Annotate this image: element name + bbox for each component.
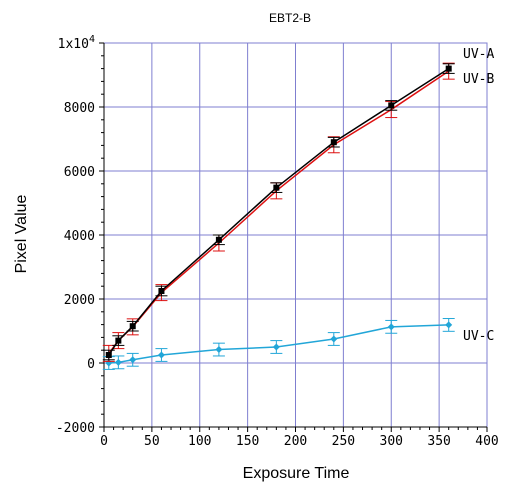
x-tick-label: 300 <box>380 434 403 449</box>
data-point <box>158 288 165 294</box>
data-point <box>387 323 395 331</box>
data-point <box>445 321 453 329</box>
series-line <box>108 67 450 356</box>
y-tick-label: 1x104 <box>58 34 95 52</box>
series-line <box>108 324 449 364</box>
data-point <box>388 102 395 109</box>
series-uv-b <box>102 62 455 362</box>
data-point <box>115 337 122 344</box>
series-line <box>108 70 450 354</box>
y-tick-label: 0 <box>87 357 95 372</box>
x-tick-label: 250 <box>332 434 355 449</box>
x-tick-label: 200 <box>284 434 307 449</box>
data-point <box>129 356 137 364</box>
y-tick-label: 4000 <box>64 229 95 244</box>
series-label-uv-c: UV-C <box>463 329 494 344</box>
data-point <box>129 323 136 330</box>
y-tick-label: 8000 <box>64 101 95 116</box>
data-point <box>445 65 452 72</box>
y-tick-label: 6000 <box>64 165 95 180</box>
x-tick-label: 400 <box>475 434 498 449</box>
x-tick-label: 350 <box>427 434 450 449</box>
data-point <box>157 351 165 359</box>
series-label-uv-a: UV-A <box>463 47 494 62</box>
data-point <box>114 358 122 366</box>
series-uv-c <box>102 318 455 370</box>
x-tick-label: 50 <box>144 434 160 449</box>
data-point <box>215 346 223 354</box>
data-point <box>215 236 222 243</box>
x-tick-label: 150 <box>236 434 259 449</box>
grid <box>103 42 488 428</box>
series-label-uv-b: UV-B <box>463 72 494 87</box>
x-axis-title: Exposure Time <box>243 465 350 482</box>
chart-title: EBT2-B <box>269 11 311 25</box>
data-point <box>273 184 280 191</box>
data-point <box>330 335 338 343</box>
series-layer <box>102 62 455 370</box>
data-point <box>272 343 280 351</box>
y-tick-label: -2000 <box>56 421 95 436</box>
x-tick-label: 100 <box>188 434 211 449</box>
y-tick-label: 2000 <box>64 293 95 308</box>
data-point <box>330 139 337 146</box>
series-uv-a <box>102 63 455 361</box>
data-point <box>105 352 112 358</box>
y-axis-title: Pixel Value <box>13 194 30 273</box>
x-tick-label: 0 <box>100 434 108 449</box>
axes: 0 50 100 150 200 250 300 350 400 -2000 0 2000 4000 60… <box>56 34 499 449</box>
series-labels: UV-A UV-B UV-C <box>463 47 494 344</box>
